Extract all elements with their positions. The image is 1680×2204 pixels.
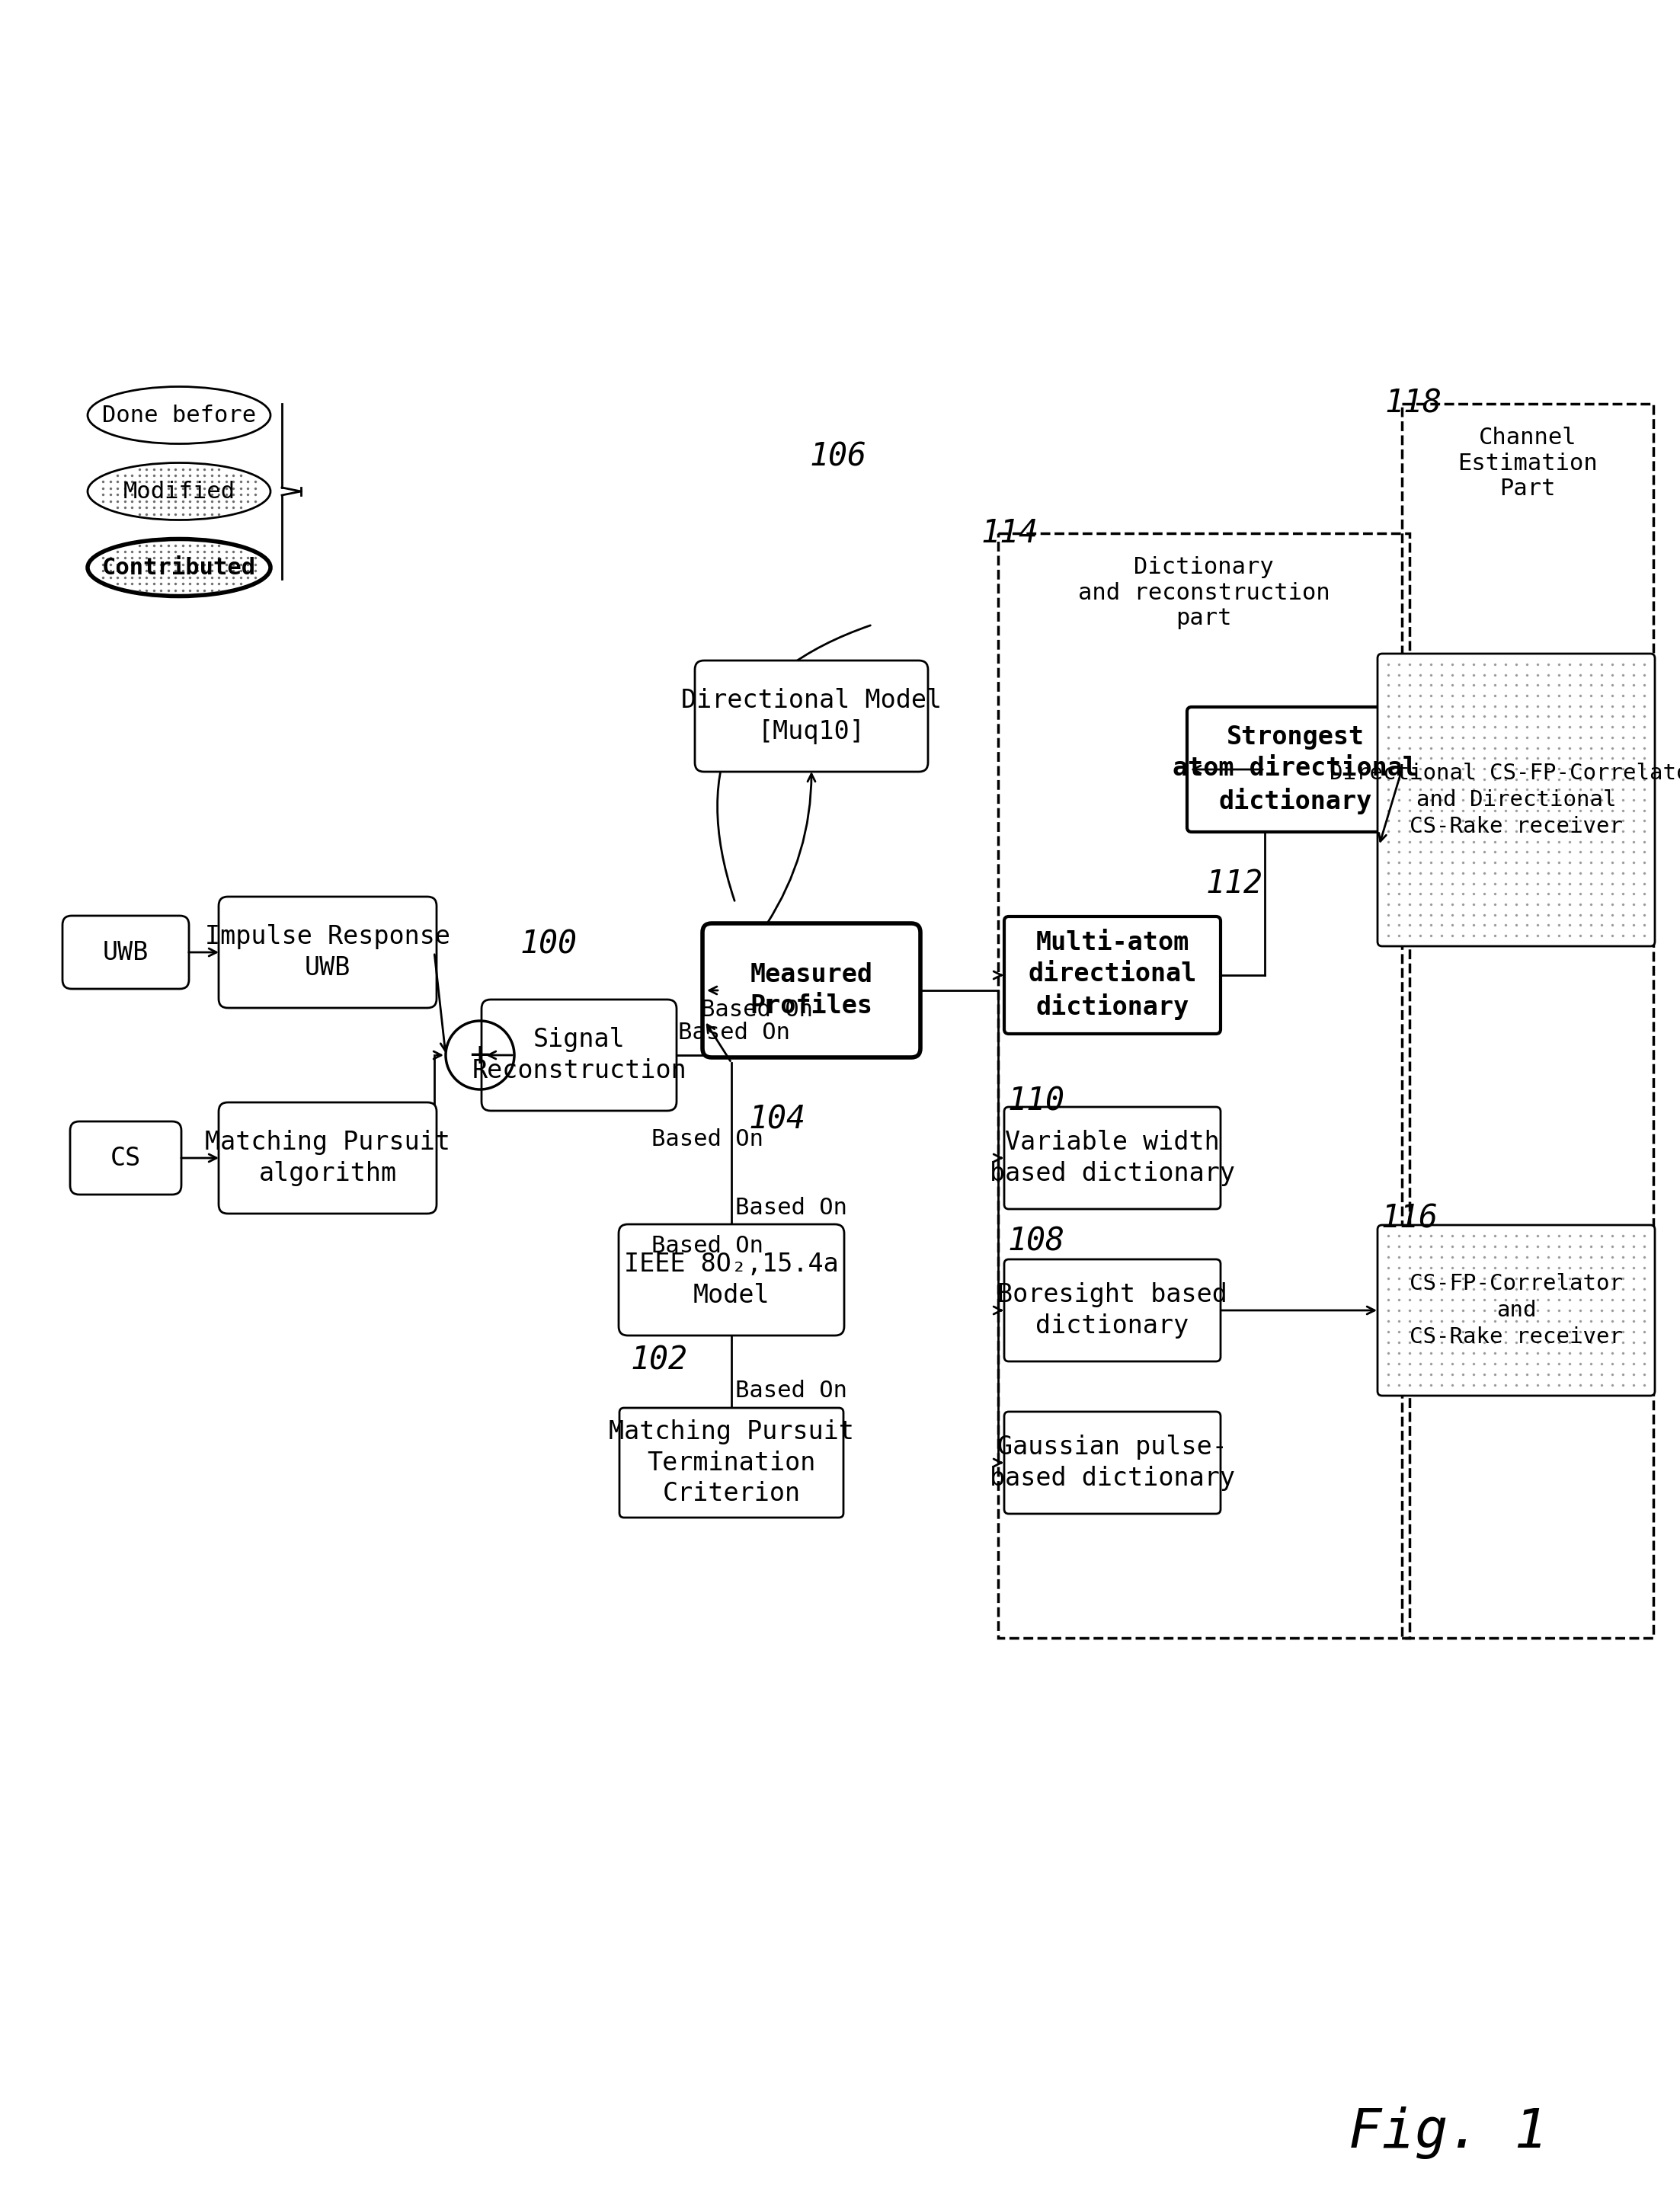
Text: CS: CS — [111, 1146, 141, 1170]
Text: 104: 104 — [749, 1104, 806, 1135]
Text: Modified: Modified — [123, 480, 235, 503]
Text: Signal
Reconstruction: Signal Reconstruction — [472, 1027, 687, 1082]
Bar — [1401, 403, 1653, 1638]
FancyBboxPatch shape — [1005, 917, 1221, 1034]
FancyBboxPatch shape — [482, 1001, 677, 1111]
Text: Based On: Based On — [652, 1128, 763, 1150]
Text: IEEE 8O₂,15.4a
Model: IEEE 8O₂,15.4a Model — [623, 1252, 838, 1307]
Text: 110: 110 — [1008, 1084, 1065, 1117]
Text: 114: 114 — [981, 518, 1038, 549]
Text: Channel
Estimation
Part: Channel Estimation Part — [1458, 428, 1598, 500]
Text: Based On: Based On — [736, 1197, 847, 1219]
Text: 118: 118 — [1384, 388, 1441, 419]
Text: Directional CS-FP-Correlator
and Directional
CS-Rake receiver: Directional CS-FP-Correlator and Directi… — [1329, 763, 1680, 838]
Text: UWB: UWB — [102, 939, 150, 965]
FancyBboxPatch shape — [1005, 1106, 1221, 1210]
Ellipse shape — [87, 386, 270, 443]
Text: Based On: Based On — [736, 1380, 847, 1402]
Text: Strongest
atom directional
dictionary: Strongest atom directional dictionary — [1173, 725, 1418, 813]
Text: 112: 112 — [1206, 868, 1263, 899]
FancyBboxPatch shape — [696, 661, 927, 771]
FancyBboxPatch shape — [62, 915, 188, 990]
Text: Boresight based
dictionary: Boresight based dictionary — [998, 1283, 1228, 1338]
Bar — [998, 533, 1410, 1638]
Text: 100: 100 — [521, 928, 578, 961]
Text: +: + — [470, 1038, 491, 1071]
FancyBboxPatch shape — [218, 897, 437, 1007]
FancyBboxPatch shape — [620, 1408, 843, 1519]
Text: Matching Pursuit
Termination
Criterion: Matching Pursuit Termination Criterion — [608, 1419, 853, 1505]
Text: Matching Pursuit
algorithm: Matching Pursuit algorithm — [205, 1131, 450, 1186]
Text: Multi-atom
directional
dictionary: Multi-atom directional dictionary — [1028, 930, 1196, 1020]
Text: Based On: Based On — [701, 998, 813, 1020]
Text: Fig. 1: Fig. 1 — [1347, 2107, 1547, 2160]
Text: Directional Model
[Muq10]: Directional Model [Muq10] — [680, 688, 942, 745]
Ellipse shape — [87, 463, 270, 520]
Text: Variable width
based dictionary: Variable width based dictionary — [990, 1131, 1235, 1186]
Text: 102: 102 — [630, 1344, 687, 1375]
Text: 116: 116 — [1381, 1203, 1438, 1234]
FancyBboxPatch shape — [1005, 1258, 1221, 1362]
Text: Contributed: Contributed — [102, 558, 255, 580]
FancyBboxPatch shape — [1378, 1225, 1655, 1395]
Text: 108: 108 — [1008, 1225, 1065, 1258]
Text: Measured
Profiles: Measured Profiles — [749, 963, 874, 1018]
Text: 106: 106 — [810, 441, 867, 474]
Text: Based On: Based On — [652, 1234, 763, 1256]
FancyBboxPatch shape — [1378, 655, 1655, 946]
FancyBboxPatch shape — [218, 1102, 437, 1214]
FancyBboxPatch shape — [618, 1223, 843, 1336]
Text: CS-FP-Correlator
and
CS-Rake receiver: CS-FP-Correlator and CS-Rake receiver — [1410, 1274, 1623, 1347]
FancyBboxPatch shape — [1188, 707, 1403, 831]
FancyBboxPatch shape — [71, 1122, 181, 1195]
Text: Done before: Done before — [102, 403, 255, 425]
Text: Dictionary
and reconstruction
part: Dictionary and reconstruction part — [1079, 555, 1331, 630]
Text: Impulse Response
UWB: Impulse Response UWB — [205, 923, 450, 981]
Ellipse shape — [87, 540, 270, 595]
Text: Gaussian pulse-
based dictionary: Gaussian pulse- based dictionary — [990, 1435, 1235, 1490]
FancyBboxPatch shape — [702, 923, 921, 1058]
Text: Based On: Based On — [679, 1023, 790, 1045]
FancyBboxPatch shape — [1005, 1413, 1221, 1514]
